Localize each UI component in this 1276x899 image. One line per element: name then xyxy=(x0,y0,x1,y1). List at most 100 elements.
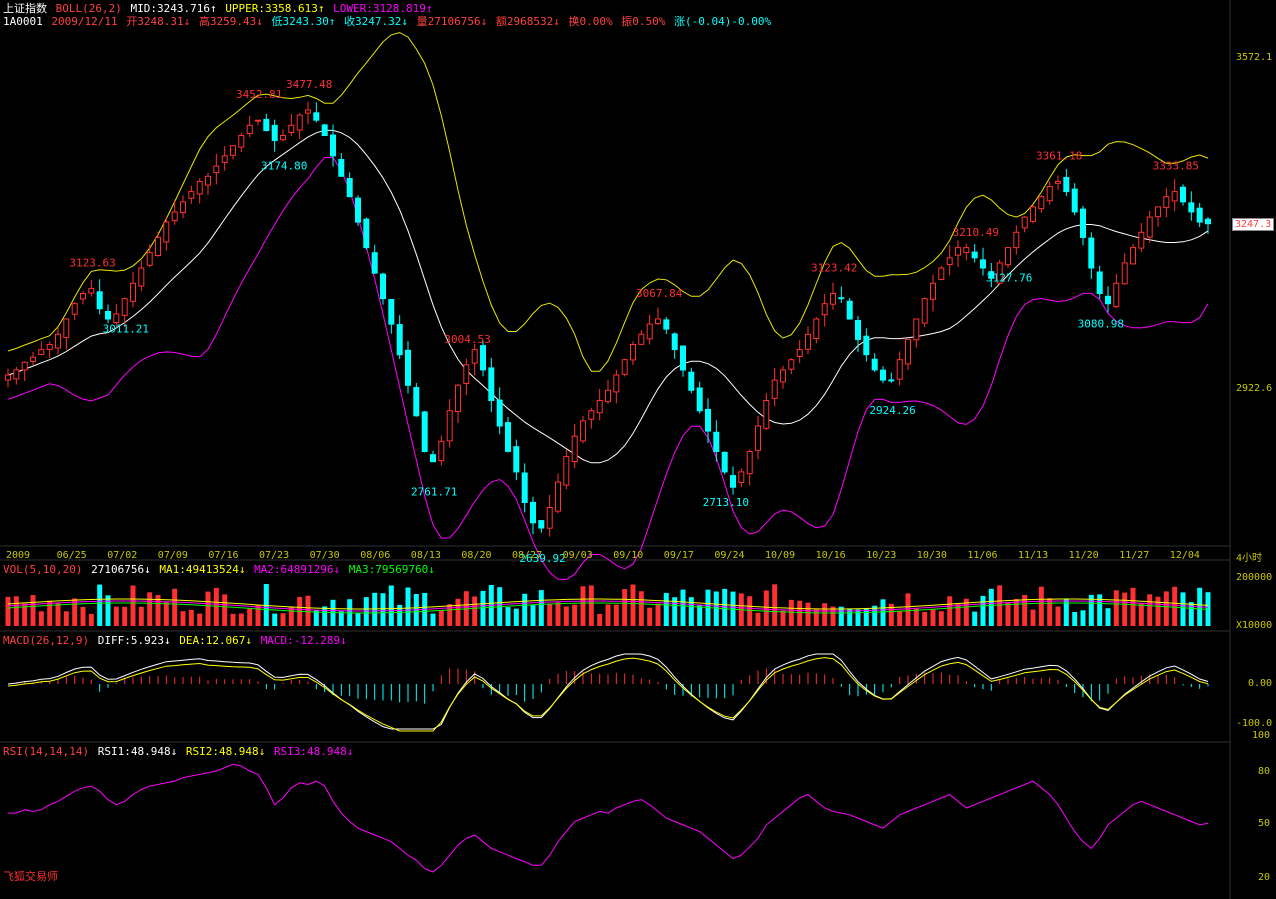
candle-up xyxy=(88,287,95,294)
candle-up xyxy=(146,252,153,266)
low-annotation: 3011.21 xyxy=(103,323,149,336)
candle-up xyxy=(1121,262,1128,285)
volume-bars xyxy=(5,584,1211,626)
date-tick-label: 09/10 xyxy=(613,550,643,561)
boll-lower-line xyxy=(7,157,1209,581)
volume-bar xyxy=(1105,608,1111,626)
candle-up xyxy=(963,247,970,254)
volume-bar xyxy=(697,605,703,626)
candle-down xyxy=(838,297,845,300)
volume-bar xyxy=(1180,592,1186,626)
candle-up xyxy=(1005,247,1011,266)
candle-down xyxy=(313,112,320,121)
volume-bar xyxy=(238,613,244,626)
vol-ma2-line xyxy=(7,600,1209,612)
index-name: 上证指数 xyxy=(3,2,47,15)
date-tick-label: 09/24 xyxy=(714,550,744,561)
vol-value: 27106756↓ xyxy=(91,563,151,576)
volume-bar xyxy=(513,608,519,626)
high-annotation: 3210.49 xyxy=(953,226,999,239)
volume-bar xyxy=(1113,590,1119,626)
volume-bar xyxy=(913,608,919,626)
candle-up xyxy=(121,298,128,316)
candle-down xyxy=(496,399,503,427)
candle-up xyxy=(163,221,170,243)
candle-down xyxy=(380,273,386,300)
volume-bar xyxy=(897,610,903,626)
quote-date: 2009/12/11 xyxy=(51,15,118,28)
candle-up xyxy=(171,211,178,222)
candle-up xyxy=(205,175,211,186)
volume-bar xyxy=(688,597,694,626)
vol-ma1-line xyxy=(7,598,1209,610)
candle-up xyxy=(155,236,161,256)
volume-bar xyxy=(1155,596,1161,626)
volume-bar xyxy=(963,598,969,626)
volume-bar xyxy=(613,604,619,626)
x-unit-label: 4小时 xyxy=(1236,553,1263,564)
volume-bar xyxy=(1080,610,1086,626)
low-annotation: 3080.98 xyxy=(1078,317,1124,330)
volume-bar xyxy=(438,610,444,626)
volume-bar xyxy=(1130,587,1136,626)
volume-bar xyxy=(30,595,36,626)
macd-label: MACD(26,12,9) xyxy=(3,634,90,647)
volume-bar xyxy=(22,603,28,626)
candle-up xyxy=(471,349,478,364)
candle-down xyxy=(713,431,720,452)
candle-up xyxy=(1163,196,1170,209)
date-tick-label: 08/13 xyxy=(411,550,441,561)
candle-down xyxy=(405,349,411,386)
candle-down xyxy=(271,124,278,142)
volume-bar xyxy=(105,595,111,626)
volume-bar xyxy=(922,611,928,626)
volume-bar xyxy=(872,605,878,626)
candlestick-series xyxy=(5,101,1211,537)
candle-up xyxy=(1138,231,1145,249)
candle-up xyxy=(238,135,245,148)
candle-up xyxy=(230,145,236,156)
candle-down xyxy=(671,333,678,350)
low-annotation: 3127.76 xyxy=(986,272,1032,285)
candle-up xyxy=(71,303,78,315)
candle-down xyxy=(971,251,978,259)
price-axis-top: 3572.1 xyxy=(1236,52,1273,63)
candle-up xyxy=(921,298,928,324)
macd-panel-header: MACD(26,12,9) DIFF:5.923↓ DEA:12.067↓ MA… xyxy=(3,634,349,647)
candle-up xyxy=(546,507,553,529)
candle-up xyxy=(46,344,53,351)
date-tick-label: 11/20 xyxy=(1069,550,1099,561)
candle-up xyxy=(588,410,595,420)
volume-bar xyxy=(847,609,853,626)
high-annotation: 3123.63 xyxy=(69,256,115,269)
macd-diff-line xyxy=(7,653,1209,730)
macd-axis-low: -100.0 xyxy=(1236,718,1273,729)
volume-bar xyxy=(338,611,344,626)
candle-down xyxy=(530,501,536,524)
volume-bar xyxy=(97,584,103,626)
volume-bar xyxy=(538,590,544,626)
volume-bar xyxy=(522,593,528,626)
volume-bar xyxy=(663,592,669,626)
candle-up xyxy=(738,471,745,483)
candle-up xyxy=(5,374,11,381)
candle-up xyxy=(438,440,445,462)
rsi-panel xyxy=(8,763,1209,873)
candle-down xyxy=(1196,207,1203,223)
volume-bar xyxy=(288,607,294,626)
candle-up xyxy=(180,201,186,214)
volume-bar xyxy=(713,591,719,626)
volume-bar xyxy=(355,613,361,626)
candle-up xyxy=(1146,216,1153,238)
volume-bar xyxy=(163,602,169,626)
candle-down xyxy=(705,408,711,432)
low-annotation: 2713.10 xyxy=(703,496,749,509)
volume-bar xyxy=(230,613,236,626)
candle-up xyxy=(630,344,636,361)
volume-bar xyxy=(1088,594,1094,626)
candle-up xyxy=(246,124,253,135)
candle-up xyxy=(21,361,28,371)
rsi1-value: RSI1:48.948↓ xyxy=(97,745,178,758)
date-tick-label: 08/27 xyxy=(512,550,542,561)
